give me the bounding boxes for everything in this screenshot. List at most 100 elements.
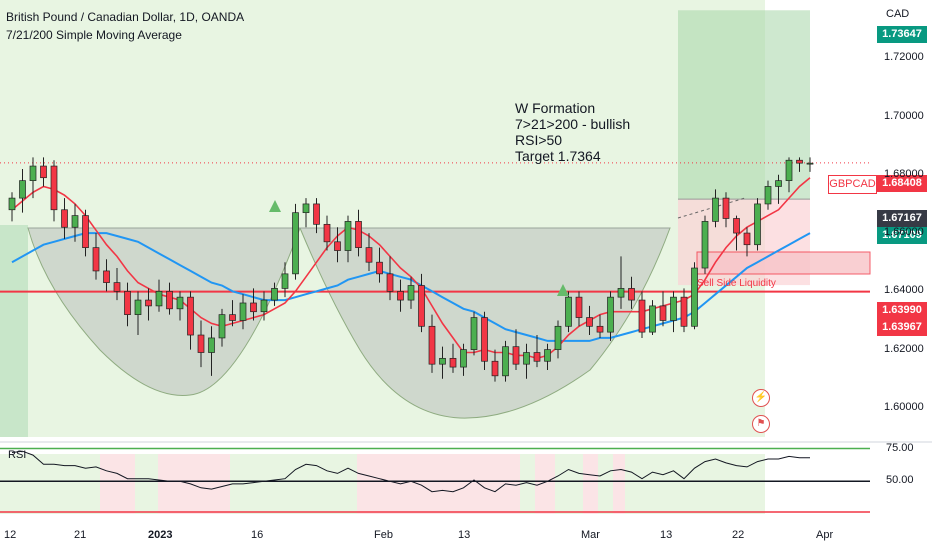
lightning-icon[interactable]: ⚡ [752, 389, 770, 407]
flag-icon[interactable]: ⚑ [752, 415, 770, 433]
candle-body [260, 299, 268, 313]
currency-label: CAD [886, 8, 910, 20]
candle-body [71, 215, 79, 228]
candle-body [460, 349, 467, 368]
candle-body [281, 273, 289, 289]
candle-body [376, 261, 383, 275]
candle-body [754, 203, 761, 246]
x-tick-label: 22 [732, 529, 745, 541]
price-tag: 1.73647 [877, 26, 927, 43]
price-tag: 1.63990 [877, 302, 927, 319]
candle-body [523, 352, 530, 365]
x-tick-label: 12 [4, 529, 17, 541]
rsi-bear-zone [357, 454, 520, 514]
x-tick-label: Apr [816, 529, 834, 541]
annotation-line: 7>21>200 - bullish [515, 116, 631, 132]
x-tick-label: Feb [374, 529, 393, 541]
candle-body [470, 317, 478, 350]
y-tick-label: 1.68000 [884, 167, 924, 180]
price-tag: 1.67167 [877, 210, 927, 227]
candle-body [764, 186, 772, 205]
candle-body [176, 296, 184, 310]
candle-body [145, 299, 152, 307]
rsi-bear-zone [535, 454, 555, 514]
candle-body [418, 285, 425, 327]
candle-body [113, 282, 121, 292]
rsi-tick-label: 75.00 [886, 441, 914, 454]
candle-body [481, 317, 488, 362]
candle-body [449, 357, 457, 368]
candle-body [92, 247, 100, 272]
candle-body [617, 288, 625, 298]
rsi-line [11, 450, 810, 493]
x-tick-label: 13 [660, 529, 673, 541]
candle-body [124, 290, 131, 315]
price-tag: 1.63967 [877, 319, 927, 336]
candle-body [596, 325, 604, 333]
candle-body [428, 325, 436, 365]
x-tick-label: 13 [458, 529, 471, 541]
candle-body [544, 349, 551, 362]
candle-body [302, 203, 310, 214]
candle-body [712, 197, 719, 222]
candle-body [250, 302, 257, 313]
candle-body [313, 203, 320, 225]
price-tag: 1.68408 [877, 175, 927, 192]
candle-body [775, 180, 782, 187]
candle-body [50, 165, 58, 211]
candle-body [197, 334, 205, 353]
candle-body [701, 221, 709, 269]
candle-body [271, 288, 278, 301]
candle-body [19, 180, 26, 199]
candle-body [61, 209, 68, 228]
sell-side-liquidity-label: Sell Side Liquidity [697, 278, 776, 289]
candle-body [659, 305, 667, 321]
candle-body [208, 337, 215, 353]
x-tick-label: 21 [74, 529, 87, 541]
ticker-tag: GBPCAD [828, 175, 877, 194]
candle-body [512, 346, 520, 365]
candle-body [806, 162, 814, 165]
candle-body [638, 299, 646, 333]
x-tick-label: 2023 [148, 529, 173, 541]
indicator-legend: 7/21/200 Simple Moving Average [6, 28, 182, 42]
y-tick-label: 1.64000 [884, 284, 924, 297]
candle-body [502, 346, 509, 377]
candle-body [491, 360, 499, 377]
x-tick-label: 16 [251, 529, 264, 541]
candle-body [292, 212, 299, 275]
candle-body [554, 325, 562, 350]
candle-body [8, 197, 16, 211]
candle-body [155, 290, 163, 307]
rsi-tick-label: 50.00 [886, 474, 914, 487]
y-tick-label: 1.70000 [884, 109, 924, 122]
annotation-line: W Formation [515, 100, 596, 116]
candle-body [365, 247, 373, 263]
candle-body [103, 270, 110, 283]
candle-body [565, 296, 572, 327]
candle-body [323, 223, 331, 243]
candle-body [355, 221, 362, 248]
trade-annotation: W Formation 7>21>200 - bullish RSI>50 Ta… [515, 100, 630, 164]
rsi-label: RSI [8, 449, 27, 461]
rsi-bear-zone [158, 454, 230, 514]
annotation-line: Target 1.7364 [515, 148, 601, 164]
x-tick-label: Mar [581, 529, 600, 541]
candle-body [386, 273, 394, 292]
candle-body [29, 165, 37, 181]
candle-body [134, 299, 142, 315]
candle-body [239, 302, 247, 321]
symbol-title: British Pound / Canadian Dollar, 1D, OAN… [6, 10, 245, 24]
candle-body [575, 296, 583, 318]
candle-body [691, 267, 698, 327]
y-tick-label: 1.60000 [884, 400, 924, 413]
rsi-bear-zone [100, 454, 135, 514]
price-tag: 1.67109 [877, 227, 927, 244]
candle-body [743, 232, 751, 246]
candle-body [722, 197, 730, 219]
candle-body [334, 241, 341, 251]
candle-body [407, 285, 415, 301]
rsi-bear-zone [613, 454, 625, 514]
